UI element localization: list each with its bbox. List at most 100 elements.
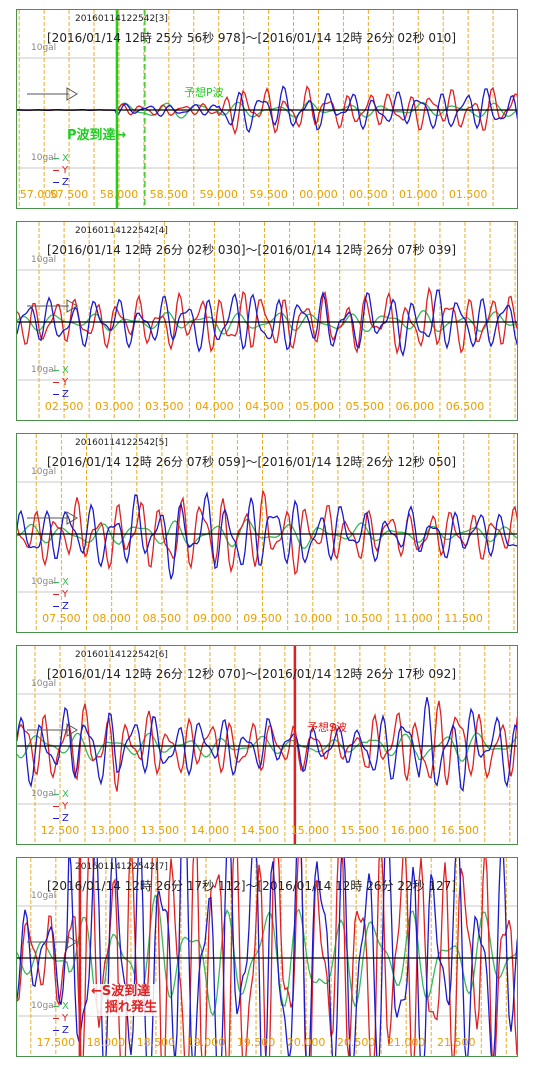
x-tick-label: 02.500: [44, 400, 84, 413]
scale-arrow-icon: [27, 723, 78, 737]
legend-item-x: X: [53, 153, 69, 165]
seismogram-panel: 20160114122542[6] [2016/01/14 12時 26分 12秒…: [16, 645, 518, 845]
x-tick-label: 01.000: [398, 188, 438, 201]
gal-label-bottom: 10gal: [31, 153, 57, 163]
x-tick-label: 06.500: [445, 400, 485, 413]
waveform-plot: [17, 434, 517, 632]
panel-id: 20160114122542[5]: [75, 438, 168, 448]
gal-label-bottom: 10gal: [31, 365, 57, 375]
x-axis-ticks: 57.000 57.500 58.000 58.500 59.000 59.500 00.0…: [17, 188, 517, 204]
legend-item-y: Y: [53, 377, 69, 389]
legend-swatch: [53, 581, 59, 583]
legend-label: Y: [62, 589, 69, 600]
predicted-s-label: 予想S波: [307, 721, 347, 734]
legend-label: X: [62, 365, 69, 376]
scale-arrow-icon: [27, 299, 78, 313]
waveform-series-x: [17, 732, 517, 762]
seismogram-panel: 20160114122542[7] [2016/01/14 12時 26分 17秒…: [16, 857, 518, 1057]
waveform-series-y: [17, 700, 517, 792]
legend-swatch: [53, 1017, 59, 1019]
legend-label: Z: [62, 1025, 69, 1036]
gal-label-top: 10gal: [31, 467, 57, 477]
x-tick-label: 06.000: [395, 400, 435, 413]
gal-label-top: 10gal: [31, 43, 57, 53]
x-tick-label: 18.500: [136, 1036, 176, 1049]
waveform-series-y: [17, 490, 517, 576]
waveform-series-y: [17, 286, 517, 356]
legend-swatch: [53, 817, 59, 819]
x-tick-label: 03.500: [145, 400, 184, 413]
gal-label-bottom: 10gal: [31, 577, 57, 587]
x-tick-label: 03.000: [94, 400, 134, 413]
x-tick-label: 11.000: [394, 612, 433, 625]
seismogram-panel: 20160114122542[3] [2016/01/14 12時 25分 56秒…: [16, 9, 518, 209]
x-axis-ticks: 12.500 13.000 13.500 14.000 14.500 15.000 15.5…: [17, 824, 517, 840]
gal-label-top: 10gal: [31, 679, 57, 689]
waveform-series-z: [17, 696, 517, 793]
panel-id: 20160114122542[4]: [75, 226, 168, 236]
x-tick-label: 13.500: [140, 824, 180, 837]
legend-label: X: [62, 153, 69, 164]
x-tick-label: 19.000: [186, 1036, 226, 1049]
waveform-series-x: [17, 518, 517, 549]
x-tick-label: 58.500: [149, 188, 189, 201]
x-tick-label: 05.500: [345, 400, 385, 413]
legend-swatch: [53, 805, 59, 807]
panel-id: 20160114122542[7]: [75, 862, 168, 872]
legend-item-x: X: [53, 789, 69, 801]
x-tick-label: 11.500: [444, 612, 483, 625]
waveform-plot: [17, 858, 517, 1056]
scale-arrow-icon: [27, 511, 78, 525]
predicted-p-label: 予想P波: [184, 86, 224, 99]
x-tick-label: 13.000: [90, 824, 130, 837]
x-tick-label: 20.500: [336, 1036, 376, 1049]
x-tick-label: 04.500: [245, 400, 284, 413]
panel-time-range: [2016/01/14 12時 26分 12秒 070]～[2016/01/14…: [47, 667, 456, 681]
s-arrival-line2: 揺れ発生: [105, 1000, 158, 1015]
x-tick-label: 14.000: [190, 824, 230, 837]
x-tick-label: 07.500: [42, 612, 81, 625]
x-tick-label: 19.500: [236, 1036, 276, 1049]
legend-swatch: [53, 605, 59, 607]
legend-swatch: [53, 169, 59, 171]
legend-swatch: [53, 157, 59, 159]
legend-item-y: Y: [53, 1013, 69, 1025]
x-tick-label: 17.500: [36, 1036, 76, 1049]
x-tick-label: 59.500: [249, 188, 288, 201]
panel-id: 20160114122542[3]: [75, 14, 168, 24]
x-tick-label: 10.000: [293, 612, 333, 625]
legend-item-x: X: [53, 577, 69, 589]
waveform-plot: [17, 222, 517, 420]
x-tick-label: 12.500: [40, 824, 80, 837]
legend-swatch: [53, 1029, 59, 1031]
p-arrival-label: P波到達→: [67, 128, 127, 143]
legend-item-y: Y: [53, 801, 69, 813]
legend-item-z: Z: [53, 601, 69, 613]
legend-label: Z: [62, 813, 69, 824]
x-tick-label: 05.000: [295, 400, 334, 413]
x-tick-label: 10.500: [343, 612, 383, 625]
legend-item-z: Z: [53, 389, 69, 401]
panel-time-range: [2016/01/14 12時 26分 07秒 059]～[2016/01/14…: [47, 455, 456, 469]
legend-label: Y: [62, 1013, 69, 1024]
legend-swatch: [53, 181, 59, 183]
legend-swatch: [53, 793, 59, 795]
x-tick-label: 21.000: [386, 1036, 426, 1049]
x-tick-label: 16.000: [390, 824, 430, 837]
legend-swatch: [53, 593, 59, 595]
x-tick-label: 21.500: [436, 1036, 476, 1049]
panel-time-range: [2016/01/14 12時 25分 56秒 978]～[2016/01/14…: [47, 31, 456, 45]
x-tick-label: 58.000: [99, 188, 139, 201]
legend-item-y: Y: [53, 165, 69, 177]
gal-label-bottom: 10gal: [31, 1001, 57, 1011]
s-arrival-line1: ←S波到達: [91, 984, 151, 999]
legend-label: X: [62, 577, 69, 588]
panel-time-range: [2016/01/14 12時 26分 02秒 030]～[2016/01/14…: [47, 243, 456, 257]
panel-time-range: [2016/01/14 12時 26分 17秒 112]～[2016/01/14…: [47, 879, 456, 893]
x-tick-label: 15.500: [340, 824, 380, 837]
x-tick-label: 01.500: [448, 188, 488, 201]
